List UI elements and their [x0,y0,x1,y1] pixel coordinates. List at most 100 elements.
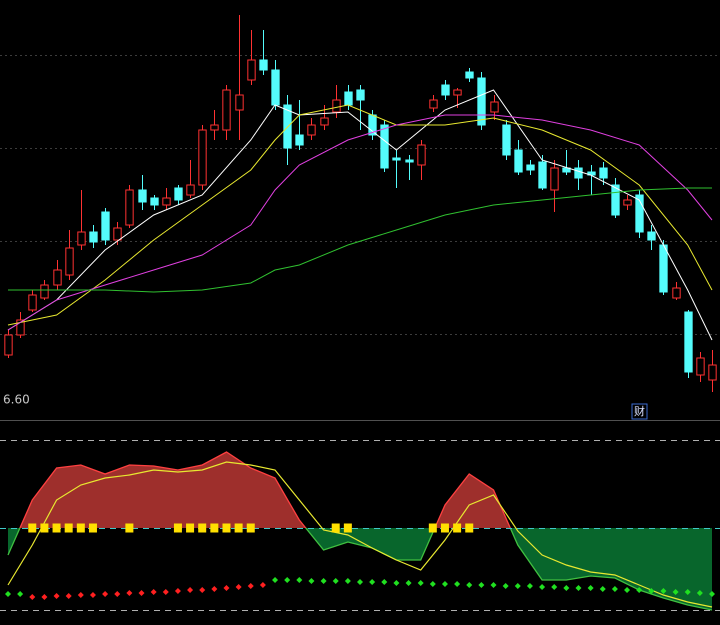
candle-body [16,319,25,336]
candle-body [271,69,280,106]
candle-body [198,129,207,186]
signal-dot [284,577,291,583]
signal-dot [77,592,84,598]
signal-dot [672,589,679,595]
signal-dot [272,577,279,583]
indicator-line [7,461,713,608]
signal-square [440,523,449,533]
candle-body [635,194,644,233]
signal-dot [235,584,242,590]
indicator-area-edge [7,451,713,611]
candle-body [526,164,535,171]
signal-dot [490,582,497,588]
signal-dot [138,590,145,596]
candle-body [40,284,49,299]
candle-body [672,287,681,299]
signal-square [222,523,231,533]
candle-body [708,364,717,381]
signal-dot [41,594,48,600]
signal-dot [636,587,643,593]
moving-average [7,114,713,331]
signal-dot [539,584,546,590]
signal-square [52,523,61,533]
signal-dot [5,591,11,597]
candle-body [174,187,183,201]
signal-dot [660,588,667,594]
signal-dot [150,589,157,595]
signal-dot [405,580,412,586]
candle-body [295,134,304,146]
candle-body [4,334,13,356]
signal-square [125,523,134,533]
signal-dot [344,578,351,584]
signal-dot [599,586,606,592]
candle-body [599,167,608,179]
candle-body [162,197,171,206]
candle-body [465,71,474,79]
signal-dot [393,580,400,586]
candle-body [77,231,86,246]
signal-dot [478,582,485,588]
signal-dot [684,589,691,595]
candle-body [65,247,74,276]
signal-dot [357,579,363,585]
signal-dot [611,586,618,592]
signal-square [343,523,352,533]
y-tick-label: 6.60 [3,393,30,407]
candle-body [647,231,656,241]
signal-dot [187,587,194,593]
candle-body [150,197,159,206]
signal-square [173,523,182,533]
candle-body [684,311,693,373]
signal-dot [308,578,315,584]
signal-dot [648,588,655,594]
candle-body [441,84,450,96]
candle-body [307,124,316,136]
candle-body [89,231,98,243]
signal-dot [53,593,60,599]
candle-body [611,184,620,216]
candle-body [53,269,62,286]
signal-dot [332,578,339,584]
signal-dot [624,587,631,593]
candle-body [186,184,195,196]
signal-dot [162,589,169,595]
candle-body [574,167,583,179]
candle-body [138,189,147,203]
candle-body [623,199,632,206]
signal-dot [369,579,376,585]
annotation: 财 [634,404,645,418]
candle-body [514,149,523,173]
candle-body [477,77,486,126]
signal-square [88,523,97,533]
candle-body [417,144,426,166]
signal-dot [587,585,594,591]
candle-body [429,99,438,109]
signal-dot [696,590,703,596]
signal-dot [65,593,72,599]
signal-dot [89,592,96,598]
candle-body [550,167,559,191]
signal-dot [466,582,473,588]
signal-dot [17,591,24,597]
signal-dot [502,583,509,589]
signal-square [465,523,474,533]
signal-dot [454,581,461,587]
signal-dot [551,584,558,590]
moving-average [8,187,712,293]
candle-body [392,157,401,161]
signal-dot [320,578,327,584]
candle-body [344,91,353,106]
signal-dot [247,583,254,589]
candle-body [538,161,547,189]
signal-dot [296,577,303,583]
signal-square [428,523,437,533]
signal-square [453,523,462,533]
signal-dot [417,580,424,586]
signal-dot [199,587,206,593]
candle-body [332,99,341,113]
candle-body [101,211,110,241]
signal-dot [126,590,133,596]
signal-square [186,523,195,533]
signal-dot [575,585,582,591]
